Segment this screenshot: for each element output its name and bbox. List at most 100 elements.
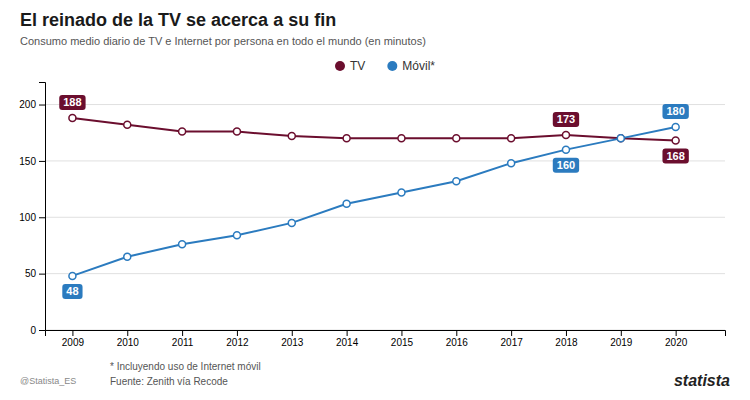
x-tick: 2009 [62,330,85,348]
legend-item: Móvil* [387,59,435,73]
x-tick: 2016 [446,330,469,348]
series-point [398,135,405,142]
series-point [233,232,240,239]
y-axis-line [39,83,46,331]
series-point [233,128,240,135]
series-point [288,219,295,226]
grid-line [45,104,725,105]
legend-label: TV [350,59,365,73]
y-tick: 100 [19,212,45,223]
y-axis: 0 50 100 150 200 [19,83,45,336]
x-tick-label: 2018 [555,337,578,348]
x-tick-mark [511,330,512,336]
title: El reinado de la TV se acerca a su fin [20,10,336,30]
plot-area: 2009201020112012201320142015201620172018… [19,83,725,349]
series-point [562,131,569,138]
x-tick-mark [127,330,128,336]
x-axis-line [46,331,726,337]
chart: El reinado de la TV se acerca a su fin Co… [0,0,750,400]
annotation: 180 [662,104,688,119]
series-point [562,146,569,153]
series-point [508,135,515,142]
legend: TV Móvil* [335,59,435,73]
series-point [398,189,405,196]
x-tick-label: 2014 [336,337,359,348]
x-axis: 2009201020112012201320142015201620172018… [46,330,726,348]
legend-symbol [335,61,345,71]
y-tick-label: 0 [30,325,36,336]
x-tick-mark [676,330,677,336]
x-tick: 2018 [555,330,578,348]
annotation: 48 [62,284,82,299]
series-point [343,135,350,142]
annotations: 188 173 168 48 160 180 [59,95,689,299]
series-point [179,128,186,135]
legend-item: TV [335,59,365,73]
y-tick-mark [39,217,45,218]
x-tick: 2013 [281,330,304,348]
y-tick-label: 50 [25,268,37,279]
annotation-label: 160 [557,159,575,171]
annotation-label: 168 [666,150,684,162]
annotation-label: 173 [557,113,575,125]
grid-line [45,273,725,274]
x-tick-mark [621,330,622,336]
series-point [124,253,131,260]
x-tick: 2020 [665,330,688,348]
x-tick-mark [566,330,567,336]
annotation-box [62,284,82,299]
x-tick-mark [182,330,183,336]
series-point [672,137,679,144]
subtitle: Consumo medio diario de TV e Internet po… [20,35,426,47]
x-tick-label: 2010 [117,337,140,348]
y-tick: 200 [19,99,45,110]
series-point [288,133,295,140]
legend-symbol [387,61,397,71]
series-line [72,127,675,276]
y-tick: 150 [19,156,45,167]
annotation-label: 48 [66,285,78,297]
y-tick-mark [39,330,45,331]
x-tick-label: 2013 [281,337,304,348]
annotation: 188 [59,95,85,110]
annotation-label: 180 [666,105,684,117]
series-point [69,272,76,279]
x-tick-label: 2012 [226,337,249,348]
y-tick-mark [39,274,45,275]
series-point [343,200,350,207]
annotation: 173 [553,112,579,127]
annotation-box [662,149,688,164]
x-tick: 2014 [336,330,359,348]
x-tick: 2017 [501,330,524,348]
series-point [179,241,186,248]
y-tick-label: 150 [19,156,36,167]
annotation: 160 [553,158,579,173]
x-tick: 2012 [226,330,249,348]
x-tick-label: 2011 [172,337,194,348]
x-tick: 2019 [610,330,633,348]
y-tick-label: 200 [19,99,36,110]
series-point [453,178,460,185]
x-tick: 2011 [172,330,194,348]
annotation-box [553,158,579,173]
annotation-box [59,95,85,110]
annotation-box [553,112,579,127]
x-tick-mark [292,330,293,336]
x-tick-label: 2020 [665,337,688,348]
y-tick: 50 [25,268,45,279]
series-point [617,135,624,142]
y-tick-mark [39,105,45,106]
series-point [617,135,624,142]
x-tick-label: 2017 [501,337,524,348]
y-tick-label: 100 [19,212,36,223]
branding: statista [674,372,730,389]
credit: @Statista_ES [20,376,76,386]
x-tick-mark [237,330,238,336]
x-tick-label: 2019 [610,337,633,348]
x-tick-mark [347,330,348,336]
y-tick-mark [39,161,45,162]
grid-line [45,160,725,161]
y-tick: 0 [30,325,45,336]
x-tick-label: 2016 [446,337,469,348]
x-tick-mark [401,330,402,336]
